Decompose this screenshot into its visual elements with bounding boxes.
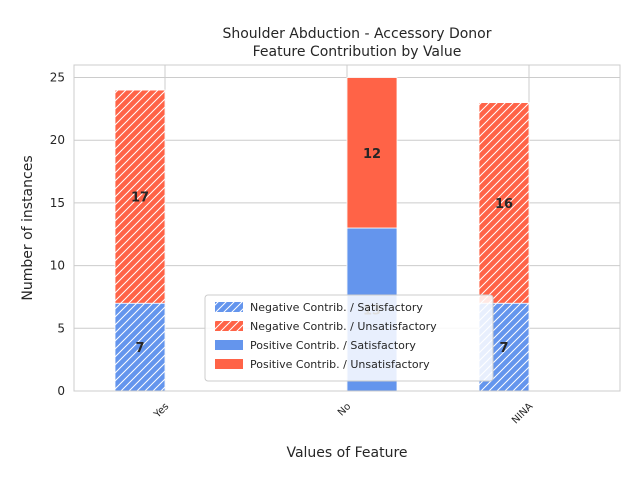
chart-title: Shoulder Abduction - Accessory Donor (222, 26, 491, 42)
bar-value-label: 7 (135, 341, 144, 356)
bar-value-label: 16 (495, 197, 513, 212)
y-tick-label: 0 (57, 384, 65, 398)
x-tick-label: Yes (151, 401, 171, 421)
legend-swatch-hatch (215, 302, 243, 312)
legend-swatch-hatch (215, 321, 243, 331)
bar-hatch (115, 303, 165, 391)
bar-hatch (115, 90, 165, 304)
x-tick-label: No (336, 401, 353, 418)
y-tick-label: 25 (50, 71, 65, 85)
legend: Negative Contrib. / Satisfactory Negative… (204, 294, 494, 382)
bar-value-label: 17 (131, 191, 149, 206)
bar-hatch (479, 102, 529, 304)
legend-entry-label: Negative Contrib. / Satisfactory (250, 301, 423, 314)
x-ticks: Yes No NINA (151, 401, 535, 426)
bar-value-label: 7 (499, 341, 508, 356)
y-tick-label: 10 (50, 259, 65, 273)
legend-entry-label: Positive Contrib. / Unsatisfactory (250, 358, 430, 371)
y-tick-label: 20 (50, 133, 65, 147)
x-axis-label: Values of Feature (286, 445, 407, 461)
plot-frame (73, 64, 621, 392)
legend-box (204, 294, 494, 382)
legend-entry-label: Positive Contrib. / Satisfactory (250, 339, 416, 352)
chart-subtitle: Feature Contribution by Value (253, 44, 462, 60)
x-tick-label: NINA (510, 401, 535, 426)
y-tick-label: 5 (57, 321, 65, 335)
bar-value-label: 12 (363, 147, 381, 162)
y-axis-label: Number of instances (20, 155, 36, 300)
legend-swatch (215, 340, 243, 350)
y-tick-label: 15 (50, 196, 65, 210)
bar-segment (346, 77, 398, 229)
y-ticks: 0 5 10 15 20 25 (50, 71, 65, 398)
legend-swatch (215, 359, 243, 369)
legend-entry-label: Negative Contrib. / Unsatisfactory (250, 320, 437, 333)
